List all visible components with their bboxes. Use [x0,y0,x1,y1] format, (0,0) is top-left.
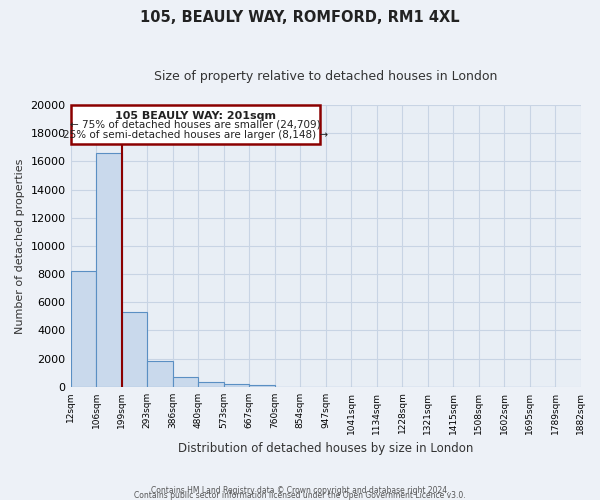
X-axis label: Distribution of detached houses by size in London: Distribution of detached houses by size … [178,442,473,455]
Bar [122,312,147,386]
Bar [224,384,249,386]
Bar [147,362,173,386]
Bar [198,382,224,386]
Text: Contains public sector information licensed under the Open Government Licence v3: Contains public sector information licen… [134,490,466,500]
Text: Contains HM Land Registry data © Crown copyright and database right 2024.: Contains HM Land Registry data © Crown c… [151,486,449,495]
Text: ← 75% of detached houses are smaller (24,709): ← 75% of detached houses are smaller (24… [70,120,321,130]
Text: 105 BEAULY WAY: 201sqm: 105 BEAULY WAY: 201sqm [115,110,276,120]
Text: 25% of semi-detached houses are larger (8,148) →: 25% of semi-detached houses are larger (… [63,130,328,140]
Bar [71,271,96,386]
Bar [71,105,320,144]
Title: Size of property relative to detached houses in London: Size of property relative to detached ho… [154,70,497,83]
Text: 105, BEAULY WAY, ROMFORD, RM1 4XL: 105, BEAULY WAY, ROMFORD, RM1 4XL [140,10,460,25]
Y-axis label: Number of detached properties: Number of detached properties [15,158,25,334]
Bar [96,153,122,386]
Bar [173,377,198,386]
